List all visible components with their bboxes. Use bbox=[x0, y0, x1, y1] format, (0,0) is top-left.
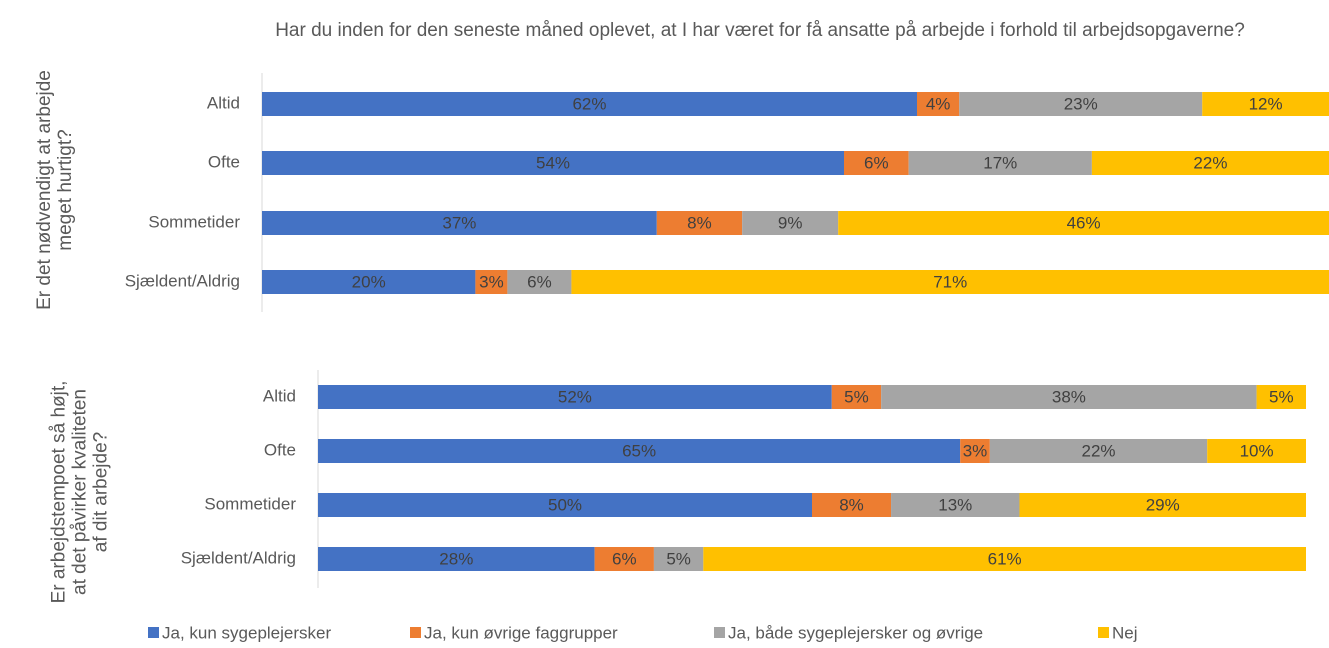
data-label: 3% bbox=[963, 441, 988, 460]
bar-segment bbox=[571, 270, 1329, 294]
bar-segment bbox=[318, 547, 595, 571]
data-label: 50% bbox=[548, 495, 582, 514]
y-tick-label: Sjældent/Aldrig bbox=[125, 271, 240, 290]
legend-swatch bbox=[1098, 627, 1109, 638]
bar-segment bbox=[916, 92, 960, 116]
bar-segment bbox=[475, 270, 508, 294]
data-label: 38% bbox=[1052, 387, 1086, 406]
data-label: 22% bbox=[1082, 441, 1116, 460]
bar-segment bbox=[262, 92, 917, 116]
y-tick-label: Altid bbox=[263, 386, 296, 405]
data-label: 65% bbox=[622, 441, 656, 460]
data-label: 28% bbox=[439, 549, 473, 568]
data-label: 52% bbox=[558, 387, 592, 406]
data-label: 37% bbox=[442, 213, 476, 232]
y-tick-label: Sommetider bbox=[204, 494, 296, 513]
y-tick-label: Altid bbox=[207, 93, 240, 112]
bar-segment bbox=[262, 211, 657, 235]
bar-segment bbox=[262, 151, 844, 175]
data-label: 13% bbox=[938, 495, 972, 514]
bar-segment bbox=[959, 92, 1203, 116]
data-label: 8% bbox=[687, 213, 712, 232]
data-label: 5% bbox=[844, 387, 869, 406]
bar-segment bbox=[594, 547, 654, 571]
bar-segment bbox=[318, 439, 961, 463]
data-label: 61% bbox=[988, 549, 1022, 568]
legend-swatch bbox=[714, 627, 725, 638]
data-label: 12% bbox=[1249, 94, 1283, 113]
bar-segment bbox=[838, 211, 1329, 235]
legend-label: Ja, både sygeplejersker og øvrige bbox=[728, 623, 983, 642]
y-tick-label: Sommetider bbox=[148, 212, 240, 231]
data-label: 5% bbox=[666, 549, 691, 568]
data-label: 62% bbox=[572, 94, 606, 113]
data-label: 8% bbox=[839, 495, 864, 514]
bar-segment bbox=[653, 547, 704, 571]
data-label: 23% bbox=[1064, 94, 1098, 113]
bar-segment bbox=[262, 270, 476, 294]
y-tick-label: Ofte bbox=[208, 152, 240, 171]
bar-segment bbox=[891, 493, 1020, 517]
y-tick-label: Sjældent/Aldrig bbox=[181, 548, 296, 567]
bar-segment bbox=[1256, 385, 1306, 409]
legend-label: Nej bbox=[1112, 623, 1138, 642]
legend-swatch bbox=[148, 627, 159, 638]
bar-segment bbox=[1207, 439, 1306, 463]
bar-segment bbox=[742, 211, 839, 235]
data-label: 46% bbox=[1067, 213, 1101, 232]
bar-segment bbox=[844, 151, 909, 175]
legend-label: Ja, kun øvrige faggrupper bbox=[424, 623, 618, 642]
bar-segment bbox=[1019, 493, 1306, 517]
bar-segment bbox=[318, 493, 812, 517]
data-label: 54% bbox=[536, 153, 570, 172]
data-label: 9% bbox=[778, 213, 803, 232]
data-label: 29% bbox=[1146, 495, 1180, 514]
data-label: 6% bbox=[612, 549, 637, 568]
chart-title: Har du inden for den seneste måned oplev… bbox=[275, 20, 1245, 41]
data-label: 10% bbox=[1240, 441, 1274, 460]
bar-segment bbox=[989, 439, 1208, 463]
data-label: 71% bbox=[933, 272, 967, 291]
bar-segment bbox=[507, 270, 572, 294]
bar-segment bbox=[881, 385, 1257, 409]
bar-segment bbox=[812, 493, 892, 517]
bar-segment bbox=[318, 385, 832, 409]
bar-segment bbox=[831, 385, 882, 409]
y-tick-label: Ofte bbox=[264, 440, 296, 459]
data-label: 22% bbox=[1193, 153, 1227, 172]
legend-swatch bbox=[410, 627, 421, 638]
data-label: 20% bbox=[352, 272, 386, 291]
bar-segment bbox=[908, 151, 1092, 175]
bar-segment bbox=[960, 439, 990, 463]
data-label: 5% bbox=[1269, 387, 1294, 406]
data-label: 17% bbox=[983, 153, 1017, 172]
legend-label: Ja, kun sygeplejersker bbox=[162, 623, 331, 642]
data-label: 4% bbox=[926, 94, 951, 113]
data-label: 3% bbox=[479, 272, 504, 291]
data-label: 6% bbox=[864, 153, 889, 172]
bar-segment bbox=[1091, 151, 1329, 175]
bar-segment bbox=[703, 547, 1306, 571]
data-label: 6% bbox=[527, 272, 552, 291]
bar-segment bbox=[656, 211, 743, 235]
bar-segment bbox=[1202, 92, 1329, 116]
